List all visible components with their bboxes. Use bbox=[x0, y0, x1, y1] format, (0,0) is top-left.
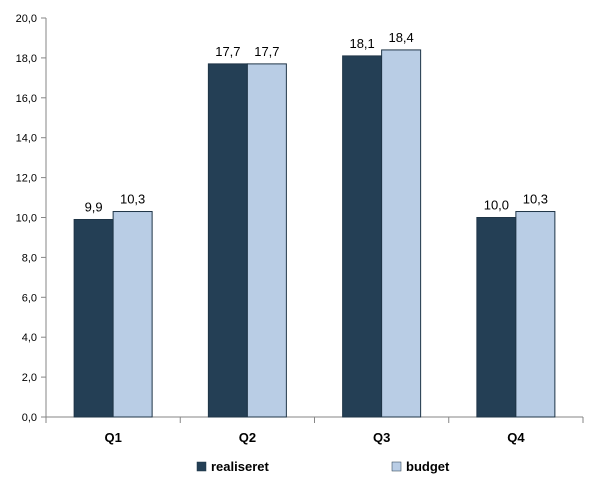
bar-realiseret bbox=[476, 217, 517, 418]
data-label: 10,0 bbox=[484, 198, 509, 213]
x-category-label: Q2 bbox=[239, 430, 256, 445]
bar-budget bbox=[112, 211, 153, 418]
bar-budget bbox=[246, 63, 287, 418]
bar-realiseret bbox=[342, 55, 383, 418]
y-tick-label: 10,0 bbox=[16, 213, 37, 225]
legend-swatch-realiseret bbox=[196, 461, 207, 472]
legend: realiseret budget bbox=[196, 459, 450, 474]
y-tick-label: 6,0 bbox=[22, 292, 37, 304]
data-label: 17,7 bbox=[215, 44, 240, 59]
y-tick-label: 18,0 bbox=[16, 53, 37, 65]
data-label: 10,3 bbox=[120, 192, 145, 207]
legend-label-realiseret: realiseret bbox=[211, 459, 269, 474]
data-label: 17,7 bbox=[254, 44, 279, 59]
y-tick-label: 0,0 bbox=[22, 412, 37, 424]
y-axis: 0,0 2,0 4,0 6,0 8,0 10,0 12,0 14,0 16,0 18,0 20,0 bbox=[16, 13, 47, 424]
data-labels: 9,9 17,7 18,1 10,0 10,3 17,7 18,4 10,3 bbox=[85, 30, 548, 215]
y-tick-label: 12,0 bbox=[16, 173, 37, 185]
data-label: 18,4 bbox=[388, 30, 413, 45]
bar-budget bbox=[515, 211, 556, 418]
data-label: 18,1 bbox=[349, 36, 374, 51]
y-tick-label: 14,0 bbox=[16, 133, 37, 145]
x-category-label: Q4 bbox=[507, 430, 525, 445]
x-category-label: Q1 bbox=[104, 430, 121, 445]
legend-swatch-budget bbox=[391, 461, 402, 472]
data-label: 9,9 bbox=[85, 199, 103, 214]
bar-realiseret bbox=[73, 218, 114, 418]
x-axis: Q1 Q2 Q3 Q4 bbox=[45, 416, 584, 445]
data-label: 10,3 bbox=[523, 192, 548, 207]
bars bbox=[73, 49, 556, 418]
legend-label-budget: budget bbox=[406, 459, 450, 474]
y-tick-label: 8,0 bbox=[22, 252, 37, 264]
y-tick-label: 16,0 bbox=[16, 93, 37, 105]
x-category-label: Q3 bbox=[373, 430, 390, 445]
y-tick-label: 4,0 bbox=[22, 332, 37, 344]
y-tick-label: 2,0 bbox=[22, 372, 37, 384]
bar-realiseret bbox=[207, 63, 248, 418]
y-tick-label: 20,0 bbox=[16, 13, 37, 25]
bar-budget bbox=[381, 49, 422, 418]
